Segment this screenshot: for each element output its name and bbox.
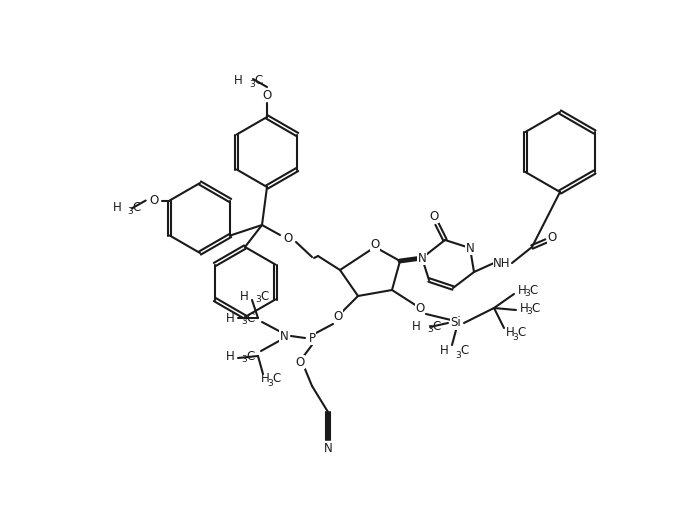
Text: C: C — [246, 349, 254, 362]
Text: C: C — [133, 201, 141, 214]
Text: 3: 3 — [512, 332, 518, 342]
Text: 3: 3 — [526, 307, 532, 317]
Text: O: O — [547, 230, 557, 243]
Text: H: H — [520, 302, 529, 315]
Text: C: C — [529, 283, 537, 296]
Text: O: O — [333, 309, 342, 322]
Text: C: C — [432, 319, 441, 332]
Text: N: N — [466, 241, 475, 254]
Text: H: H — [441, 345, 449, 358]
Text: C: C — [460, 345, 468, 358]
Text: H: H — [226, 311, 235, 324]
Text: P: P — [308, 332, 315, 345]
Text: C: C — [260, 290, 268, 303]
Text: 3: 3 — [249, 80, 255, 88]
Text: C: C — [246, 311, 254, 324]
Text: N: N — [280, 330, 288, 343]
Text: O: O — [429, 210, 438, 223]
Text: O: O — [295, 356, 305, 369]
Text: H: H — [518, 283, 527, 296]
Text: H: H — [412, 319, 421, 332]
Text: H: H — [506, 327, 515, 340]
Text: 3: 3 — [267, 379, 273, 387]
Text: C: C — [531, 302, 539, 315]
Text: N: N — [418, 252, 427, 265]
Text: H: H — [235, 73, 243, 86]
Text: 3: 3 — [427, 326, 433, 334]
Text: H: H — [113, 201, 122, 214]
Text: N: N — [324, 443, 333, 456]
Text: O: O — [370, 238, 379, 251]
Text: NH: NH — [493, 256, 511, 269]
Text: 3: 3 — [524, 290, 530, 298]
Text: Si: Si — [450, 317, 461, 330]
Text: C: C — [517, 327, 525, 340]
Text: 3: 3 — [127, 207, 134, 216]
Text: O: O — [416, 302, 425, 315]
Text: H: H — [226, 349, 235, 362]
Text: H: H — [261, 372, 270, 385]
Text: 3: 3 — [255, 295, 261, 305]
Text: 3: 3 — [241, 318, 247, 327]
Text: O: O — [262, 88, 271, 101]
Text: H: H — [240, 290, 249, 303]
Text: 3: 3 — [241, 356, 247, 365]
Text: 3: 3 — [455, 350, 461, 359]
Text: O: O — [149, 194, 158, 207]
Text: O: O — [283, 231, 292, 244]
Text: C: C — [254, 73, 262, 86]
Text: C: C — [272, 372, 280, 385]
